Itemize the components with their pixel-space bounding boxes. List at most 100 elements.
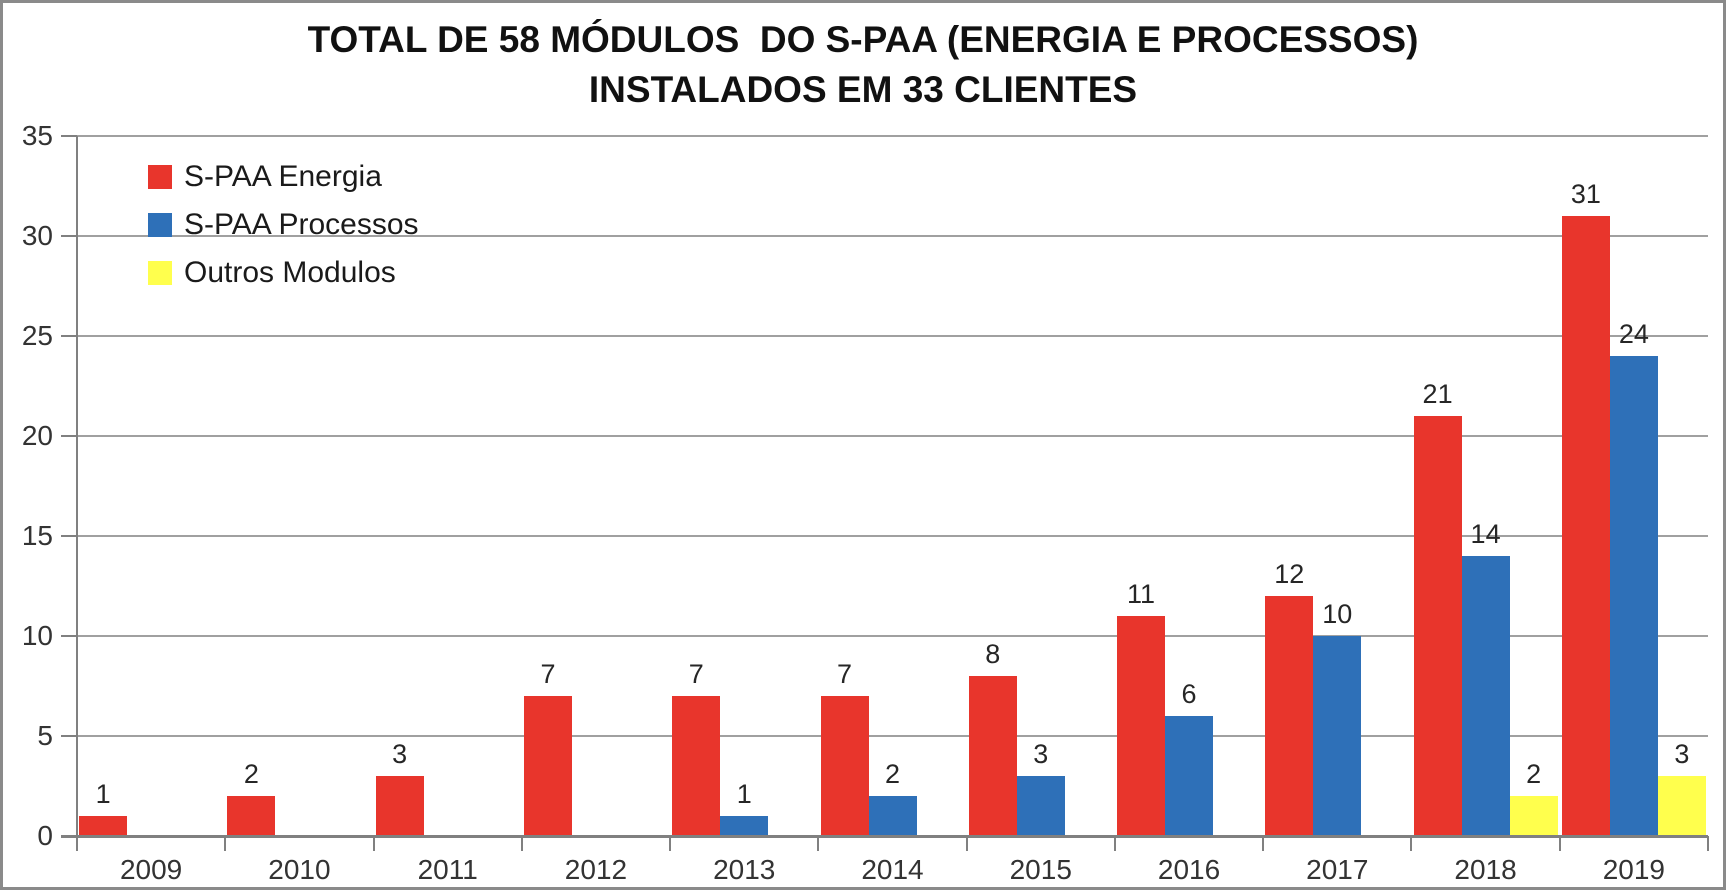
bar-value-label: 3: [1033, 739, 1049, 769]
gridline-y-35: [77, 135, 1708, 137]
bar-2017-s0: [1265, 596, 1314, 836]
bar-value-label: 3: [392, 739, 408, 769]
x-axis-label-2011: 2011: [417, 854, 478, 885]
x-axis-label-2012: 2012: [564, 854, 628, 885]
legend-label-outros: Outros Modulos: [184, 256, 396, 289]
legend-item-outros: Outros Modulos: [148, 249, 419, 297]
chart-title-line-2: INSTALADOS EM 33 CLIENTES: [588, 69, 1138, 110]
y-axis-tick-label: 25: [21, 320, 53, 351]
y-axis-tick-25: [61, 335, 77, 337]
x-axis-label-2015: 2015: [1009, 854, 1072, 885]
chart-title-line-1: TOTAL DE 58 MÓDULOS DO S-PAA (ENERGIA E …: [307, 19, 1419, 60]
x-axis-label-2010: 2010: [268, 854, 331, 885]
x-axis-tick: [817, 836, 820, 851]
x-axis-label-2016: 2016: [1157, 854, 1221, 885]
bar-value-label: 24: [1618, 319, 1649, 349]
x-axis-line: [61, 835, 1708, 838]
y-axis-tick-35: [61, 135, 77, 137]
bar-2019-s2: [1657, 776, 1706, 836]
bar-value-label: 1: [736, 779, 752, 809]
bar-2018-s2: [1509, 796, 1558, 836]
bar-2014-s1: [868, 796, 917, 836]
bar-2010-s0: [227, 796, 276, 836]
y-axis-tick-label: 15: [21, 520, 53, 551]
x-axis-tick: [372, 836, 375, 851]
gridline-y-30: [77, 235, 1708, 237]
bar-2014-s0: [820, 696, 869, 836]
bar-value-label: 3: [1674, 739, 1690, 769]
x-axis-label-2014: 2014: [861, 854, 924, 885]
gridline-y-25: [77, 335, 1708, 337]
bar-value-label: 1: [95, 779, 111, 809]
bar-2009-s0: [79, 816, 128, 836]
legend-item-processos: S-PAA Processos: [148, 201, 419, 249]
bar-2013-s1: [720, 816, 769, 836]
legend-swatch-processos-icon: [148, 213, 172, 237]
x-axis-tick: [520, 836, 523, 851]
bar-value-label: 7: [540, 659, 556, 689]
legend-label-energia: S-PAA Energia: [184, 160, 382, 193]
x-axis-label-2009: 2009: [119, 854, 183, 885]
y-axis-tick-label: 10: [21, 620, 53, 651]
bar-value-label: 21: [1422, 379, 1453, 409]
bar-2016-s1: [1165, 716, 1214, 836]
x-axis-tick: [1707, 836, 1709, 851]
y-axis-line: [76, 136, 78, 836]
bar-value-label: 10: [1322, 599, 1353, 629]
y-axis-tick-30: [61, 235, 77, 237]
legend-label-processos: S-PAA Processos: [184, 208, 419, 241]
bar-2017-s1: [1313, 636, 1362, 836]
bar-value-label: 7: [836, 659, 853, 689]
y-axis-tick-label: 5: [37, 720, 53, 751]
bar-2015-s0: [968, 676, 1017, 836]
y-axis-tick-15: [61, 535, 77, 537]
y-axis-tick-label: 0: [37, 820, 53, 851]
x-axis-tick: [669, 836, 672, 851]
gridline-y-15: [77, 535, 1708, 537]
x-axis-tick: [1558, 836, 1561, 851]
bar-value-label: 7: [688, 659, 704, 689]
bar-2019-s1: [1609, 356, 1658, 836]
bar-2011-s0: [375, 776, 424, 836]
chart-title: TOTAL DE 58 MÓDULOS DO S-PAA (ENERGIA E …: [3, 15, 1723, 115]
x-axis-tick: [1262, 836, 1265, 851]
bar-value-label: 8: [985, 639, 1001, 669]
bar-value-label: 2: [884, 759, 901, 789]
bar-value-label: 2: [243, 759, 259, 789]
x-axis-label-2019: 2019: [1602, 854, 1665, 885]
gridline-y-20: [77, 435, 1708, 437]
gridline-y-10: [77, 635, 1708, 637]
x-axis-tick: [76, 836, 78, 851]
x-axis-label-2017: 2017: [1306, 854, 1369, 885]
x-axis-tick: [1113, 836, 1116, 851]
y-axis-tick-label: 20: [21, 420, 53, 451]
y-axis-tick-20: [61, 435, 77, 437]
bar-value-label: 31: [1570, 179, 1601, 209]
bar-2018-s0: [1413, 416, 1462, 836]
y-axis-tick-5: [61, 735, 77, 737]
bar-2013-s0: [672, 696, 721, 836]
bar-value-label: 6: [1181, 679, 1197, 709]
legend-item-energia: S-PAA Energia: [148, 153, 419, 201]
bar-2016-s0: [1117, 616, 1166, 836]
legend-swatch-outros-icon: [148, 261, 172, 285]
x-axis-tick: [965, 836, 968, 851]
bar-value-label: 14: [1470, 519, 1501, 549]
y-axis-tick-label: 30: [21, 220, 53, 251]
bar-value-label: 11: [1127, 579, 1156, 609]
x-axis-tick: [224, 836, 227, 851]
bar-2012-s0: [523, 696, 572, 836]
x-axis-label-2013: 2013: [713, 854, 776, 885]
legend: S-PAA Energia S-PAA Processos Outros Mod…: [148, 153, 419, 297]
legend-swatch-energia-icon: [148, 165, 172, 189]
bar-2015-s1: [1016, 776, 1065, 836]
y-axis-tick-label: 35: [21, 120, 53, 151]
gridline-y-5: [77, 735, 1708, 737]
bar-value-label: 2: [1526, 759, 1542, 789]
bar-2019-s0: [1561, 216, 1610, 836]
bar-value-label: 12: [1274, 559, 1305, 589]
bar-2018-s1: [1461, 556, 1510, 836]
y-axis-tick-10: [61, 635, 77, 637]
x-axis-label-2018: 2018: [1454, 854, 1517, 885]
